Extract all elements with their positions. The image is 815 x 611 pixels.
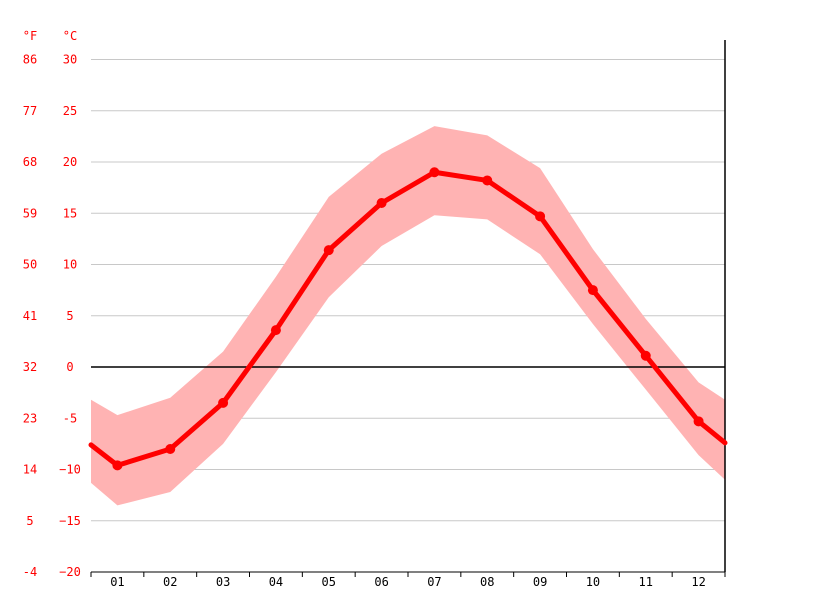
y-tick-label-celsius: 15 xyxy=(63,206,77,220)
data-point xyxy=(270,325,281,336)
y-tick-label-celsius: 20 xyxy=(63,155,77,169)
data-point xyxy=(165,444,176,454)
x-tick-label: 12 xyxy=(691,575,705,589)
data-point xyxy=(218,397,229,408)
data-point xyxy=(535,211,546,222)
x-tick-label: 04 xyxy=(269,575,283,589)
celsius-unit-label: °C xyxy=(63,29,77,43)
data-point xyxy=(376,198,387,208)
y-tick-label-fahrenheit: 50 xyxy=(23,258,37,272)
y-tick-label-fahrenheit: 41 xyxy=(23,309,37,323)
y-tick-label-fahrenheit: 59 xyxy=(23,206,37,220)
data-point xyxy=(429,167,440,178)
mean-temperature-series xyxy=(88,167,728,471)
data-point xyxy=(693,416,704,427)
y-tick-label-fahrenheit: 77 xyxy=(23,104,37,118)
y-tick-label-celsius: −20 xyxy=(59,565,81,579)
x-tick-label: 01 xyxy=(110,575,124,589)
axis-tick-labels: °F °C 30862577206815591050541032-523−101… xyxy=(23,29,706,589)
y-tick-label-celsius: 10 xyxy=(63,258,77,272)
data-point xyxy=(323,245,334,256)
y-tick-label-fahrenheit: 5 xyxy=(26,514,33,528)
x-tick-label: 05 xyxy=(322,575,336,589)
fahrenheit-unit-label: °F xyxy=(23,29,37,43)
y-tick-label-fahrenheit: 86 xyxy=(23,53,37,67)
chart-axes xyxy=(90,40,726,577)
y-tick-label-celsius: -5 xyxy=(63,411,77,425)
y-tick-label-celsius: −10 xyxy=(59,463,81,477)
y-tick-label-celsius: 25 xyxy=(63,104,77,118)
min-max-range-area xyxy=(91,126,725,506)
data-point xyxy=(640,350,651,361)
x-tick-label: 03 xyxy=(216,575,230,589)
data-point xyxy=(587,285,598,296)
data-point xyxy=(112,460,123,471)
y-tick-label-fahrenheit: 32 xyxy=(23,360,37,374)
x-tick-label: 09 xyxy=(533,575,547,589)
data-point xyxy=(482,175,493,186)
x-tick-label: 11 xyxy=(639,575,653,589)
y-tick-label-celsius: −15 xyxy=(59,514,81,528)
x-tick-label: 06 xyxy=(374,575,388,589)
y-tick-label-celsius: 0 xyxy=(66,360,73,374)
x-tick-label: 08 xyxy=(480,575,494,589)
temperature-range-band xyxy=(91,126,725,506)
x-tick-label: 10 xyxy=(586,575,600,589)
y-tick-label-fahrenheit: -4 xyxy=(23,565,37,579)
y-tick-label-celsius: 5 xyxy=(66,309,73,323)
x-tick-label: 02 xyxy=(163,575,177,589)
x-tick-label: 07 xyxy=(427,575,441,589)
y-tick-label-fahrenheit: 68 xyxy=(23,155,37,169)
mean-temperature-line xyxy=(88,169,728,468)
y-tick-label-fahrenheit: 14 xyxy=(23,463,37,477)
y-tick-label-fahrenheit: 23 xyxy=(23,411,37,425)
y-tick-label-celsius: 30 xyxy=(63,53,77,67)
